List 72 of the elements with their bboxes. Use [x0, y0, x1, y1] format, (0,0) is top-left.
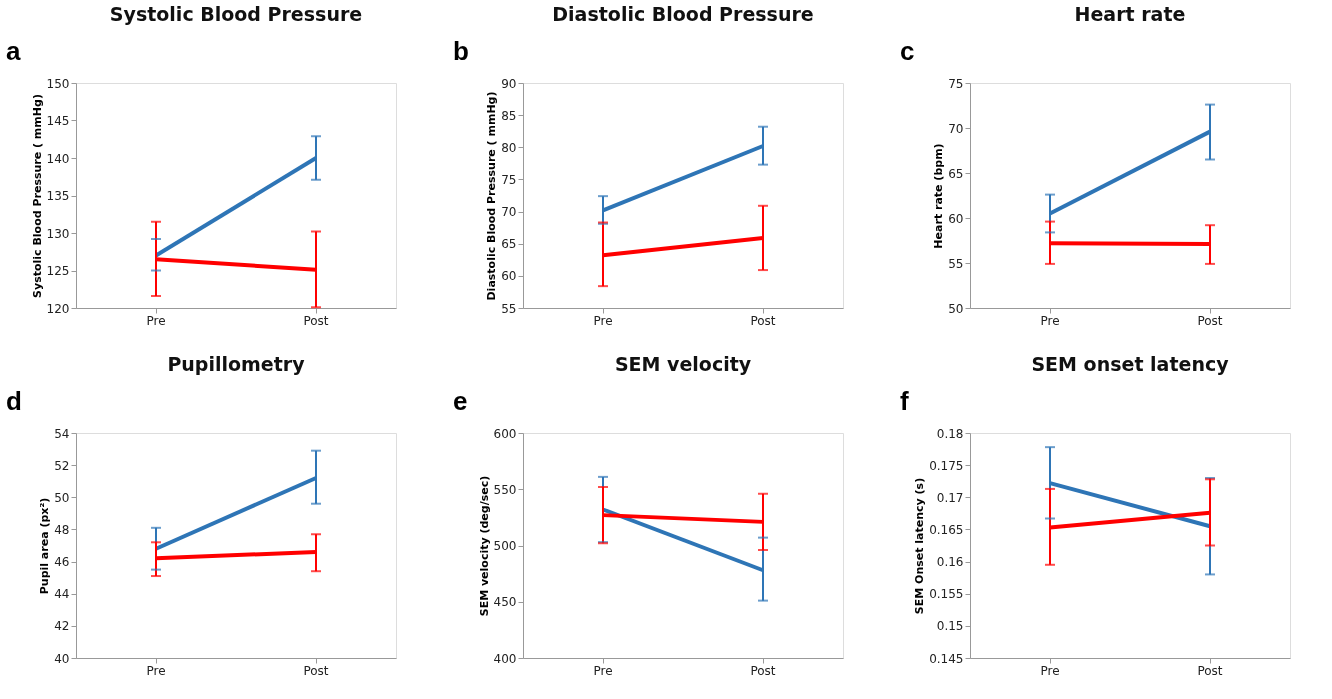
y-tick-label: 135 [46, 189, 70, 203]
x-tick-label: Pre [1040, 313, 1060, 328]
chart-title: SEM velocity [614, 353, 752, 375]
x-tick-label: Pre [593, 313, 613, 328]
y-tick-label: 60 [501, 269, 517, 284]
y-tick-label: 0.16 [936, 555, 964, 570]
chart-title: Diastolic Blood Pressure [552, 3, 814, 25]
y-axis-title: Diastolic Blood Pressure ( mmHg) [485, 91, 499, 301]
y-tick-label: 130 [46, 226, 70, 241]
text: b [453, 36, 469, 66]
y-tick-label: 400 [493, 651, 517, 666]
y-tick-label: 0.18 [936, 426, 964, 441]
y-tick-label: 55 [948, 256, 964, 271]
y-tick-label: 54 [54, 426, 70, 441]
y-tick-label: 90 [501, 76, 517, 91]
chart-title: Systolic Blood Pressure [109, 3, 363, 25]
x-tick-label: Post [303, 663, 329, 678]
y-tick-label: 50 [54, 490, 70, 505]
y-tick-label: 70 [501, 205, 517, 220]
x-tick-label: Post [750, 313, 776, 328]
y-tick-label: 0.17 [936, 490, 964, 505]
y-tick-label: 70 [948, 121, 964, 136]
x-tick-label: Post [303, 313, 329, 328]
y-tick-label: 52 [54, 458, 70, 473]
y-tick-label: 46 [54, 555, 70, 570]
y-tick-label: 44 [54, 587, 70, 602]
text: e [453, 386, 468, 416]
y-axis-title: Heart rate (bpm) [932, 143, 946, 249]
y-tick-label: 50 [948, 301, 964, 316]
y-tick-label: 450 [493, 595, 517, 610]
y-tick-label: 40 [54, 651, 70, 666]
y-tick-label: 85 [501, 108, 517, 123]
y-tick-label: 48 [54, 522, 70, 537]
y-tick-label: 60 [948, 211, 964, 226]
y-tick-label: 65 [501, 237, 517, 252]
x-tick-label: Pre [593, 663, 613, 678]
y-axis-title: SEM Onset latency (s) [913, 477, 927, 615]
y-tick-label: 500 [493, 539, 517, 553]
y-axis-title: Pupil area (px²) [38, 497, 52, 595]
y-tick-label: 42 [54, 619, 70, 634]
y-tick-label: 120 [46, 301, 70, 316]
x-tick-label: Post [750, 663, 776, 678]
y-tick-label: 65 [948, 166, 964, 181]
chart-title: SEM onset latency [1031, 353, 1230, 375]
text: d [6, 386, 22, 416]
x-tick-label: Pre [146, 663, 166, 678]
chart-title: Pupillometry [167, 353, 306, 375]
x-tick-label: Post [1197, 313, 1223, 328]
x-tick-label: Post [1197, 663, 1223, 678]
y-tick-label: 125 [46, 264, 70, 278]
y-tick-label: 75 [501, 172, 517, 187]
y-tick-label: 600 [493, 426, 517, 441]
y-tick-label: 0.15 [936, 619, 964, 634]
text: a [6, 36, 21, 66]
y-tick-label: 140 [46, 151, 70, 166]
chart-title: Heart rate [1074, 3, 1186, 25]
y-tick-label: 145 [46, 114, 70, 128]
x-tick-label: Pre [1040, 663, 1060, 678]
text: f [900, 386, 909, 416]
y-tick-label: 80 [501, 140, 517, 155]
y-tick-label: 150 [46, 76, 70, 91]
y-tick-label: 75 [948, 76, 964, 91]
y-tick-label: 0.145 [929, 651, 964, 666]
y-tick-label: 0.175 [929, 458, 964, 473]
y-tick-label: 0.165 [929, 522, 964, 537]
y-tick-label: 55 [501, 301, 517, 316]
y-tick-label: 550 [493, 482, 517, 497]
y-tick-label: 0.155 [929, 587, 964, 602]
x-tick-label: Pre [146, 313, 166, 328]
y-axis-title: Systolic Blood Pressure ( mmHg) [30, 94, 44, 298]
text: c [900, 36, 915, 66]
y-axis-title: SEM velocity (deg/sec) [477, 475, 491, 617]
